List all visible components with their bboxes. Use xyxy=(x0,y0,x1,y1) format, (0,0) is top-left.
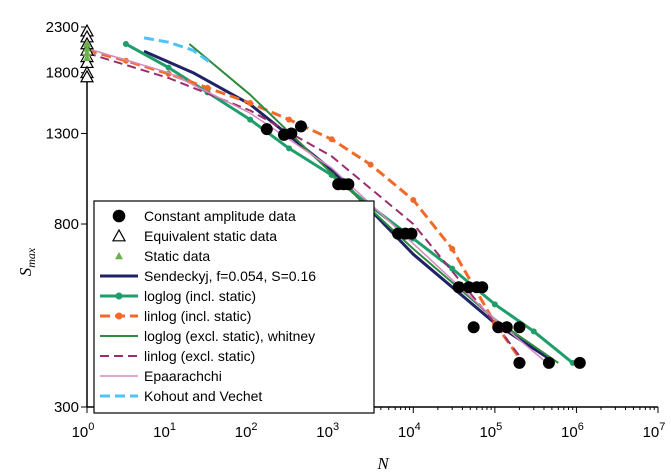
x-tick-label: 107 xyxy=(643,421,666,441)
series-markers xyxy=(79,23,586,369)
x-axis-title: N xyxy=(376,454,390,473)
legend-symbol xyxy=(112,209,126,223)
y-tick-label: 1800 xyxy=(46,65,79,82)
data-point-static-data xyxy=(83,49,91,57)
legend-symbol-marker xyxy=(115,292,123,300)
x-tick-label: 104 xyxy=(398,421,421,441)
data-point-constant-amplitude-data xyxy=(513,321,526,334)
series-line-linlog-excl-static xyxy=(86,52,524,362)
x-tick-base: 10 xyxy=(398,424,415,441)
x-tick-exponent: 2 xyxy=(251,421,257,433)
series-line-kohout-and-vechet xyxy=(143,36,214,66)
data-point-constant-amplitude-data xyxy=(573,356,586,369)
x-tick-base: 10 xyxy=(561,424,578,441)
x-tick-base: 10 xyxy=(643,424,660,441)
series-point-loglog-incl-static xyxy=(247,116,254,123)
x-tick-label: 101 xyxy=(153,421,176,441)
y-tick-label: 800 xyxy=(54,216,79,233)
data-point-constant-amplitude-data xyxy=(452,281,465,294)
legend-entry-epaarachchi: Epaarachchi xyxy=(144,368,222,384)
x-tick-exponent: 7 xyxy=(659,421,665,433)
legend-symbol xyxy=(115,252,123,260)
legend-symbol-marker xyxy=(115,312,123,320)
x-tick-label: 103 xyxy=(316,421,339,441)
legend: Constant amplitude data Equivalent static… xyxy=(93,200,375,414)
axis-titles: N Smax xyxy=(16,247,390,473)
data-point-static-data xyxy=(83,39,91,48)
y-tick-label: 300 xyxy=(54,399,79,416)
data-point-static-data xyxy=(83,44,91,52)
series-point-linlog-incl-static xyxy=(410,196,417,203)
legend-entry-sendeckyj-f-0-054-s-0-16: Sendeckyj, f=0.054, S=0.16 xyxy=(144,268,316,284)
data-point-equivalent-static-data xyxy=(79,69,95,83)
x-tick-base: 10 xyxy=(153,424,170,441)
series-point-loglog-incl-static xyxy=(449,265,456,272)
series-point-loglog-incl-static xyxy=(491,301,498,308)
legend-entry-linlog-incl-static: linlog (incl. static) xyxy=(144,308,251,324)
y-axis-title-sub: max xyxy=(24,247,38,268)
data-point-constant-amplitude-data xyxy=(294,120,307,133)
data-point-constant-amplitude-data xyxy=(467,321,480,334)
legend-box xyxy=(93,200,375,414)
series-point-linlog-incl-static xyxy=(328,136,335,143)
legend-entry-constant-amplitude-data: Constant amplitude data xyxy=(144,208,296,224)
series-line-epaarachchi xyxy=(86,47,545,362)
data-point-constant-amplitude-data xyxy=(405,227,418,240)
y-tick-label: 2300 xyxy=(46,19,79,36)
series-point-linlog-incl-static xyxy=(204,84,211,91)
legend-entry-loglog-excl-static-whitney: loglog (excl. static), whitney xyxy=(144,328,315,344)
x-tick-base: 10 xyxy=(316,424,333,441)
legend-entry-equivalent-static-data: Equivalent static data xyxy=(144,228,277,244)
x-tick-exponent: 0 xyxy=(88,421,94,433)
series-point-loglog-incl-static xyxy=(286,145,293,152)
x-tick-exponent: 4 xyxy=(415,421,421,433)
series-point-loglog-incl-static xyxy=(122,40,129,47)
x-tick-base: 10 xyxy=(235,424,252,441)
data-point-static-data xyxy=(83,53,91,61)
data-point-constant-amplitude-data xyxy=(500,321,513,334)
series-point-linlog-incl-static xyxy=(367,161,374,168)
x-tick-exponent: 6 xyxy=(578,421,584,433)
series-point-loglog-incl-static xyxy=(165,64,172,71)
axis-ticks: 100 101 102 103 104 105 106 1073008001300180023… xyxy=(46,19,666,441)
x-tick-label: 106 xyxy=(561,421,584,441)
legend-entry-static-data: Static data xyxy=(144,248,210,264)
x-tick-base: 10 xyxy=(479,424,496,441)
series-point-linlog-incl-static xyxy=(449,245,456,252)
data-point-constant-amplitude-data xyxy=(476,281,489,294)
data-point-constant-amplitude-data xyxy=(285,127,298,140)
x-tick-exponent: 5 xyxy=(496,421,502,433)
series-point-loglog-incl-static xyxy=(530,328,537,335)
legend-symbol xyxy=(111,228,127,242)
y-axis-title-main: S xyxy=(16,267,35,276)
legend-entry-linlog-excl-static: linlog (excl. static) xyxy=(144,348,255,364)
data-point-constant-amplitude-data xyxy=(342,178,355,191)
x-tick-exponent: 3 xyxy=(333,421,339,433)
series-point-linlog-incl-static xyxy=(286,116,293,123)
series-point-linlog-incl-static xyxy=(247,100,254,107)
y-axis-title: Smax xyxy=(16,247,38,276)
series-line-linlog-incl-static xyxy=(86,48,525,364)
x-tick-label: 100 xyxy=(72,421,95,441)
y-tick-label: 1300 xyxy=(46,125,79,142)
legend-entry-kohout-and-vechet: Kohout and Vechet xyxy=(144,388,262,404)
x-tick-label: 105 xyxy=(479,421,502,441)
x-tick-label: 102 xyxy=(235,421,258,441)
data-point-constant-amplitude-data xyxy=(513,356,526,369)
data-point-constant-amplitude-data xyxy=(542,356,555,369)
legend-entry-loglog-incl-static: loglog (incl. static) xyxy=(144,288,256,304)
data-point-constant-amplitude-data xyxy=(260,123,273,136)
x-tick-base: 10 xyxy=(72,424,89,441)
x-tick-exponent: 1 xyxy=(170,421,176,433)
data-point-constant-amplitude-data xyxy=(492,321,505,334)
